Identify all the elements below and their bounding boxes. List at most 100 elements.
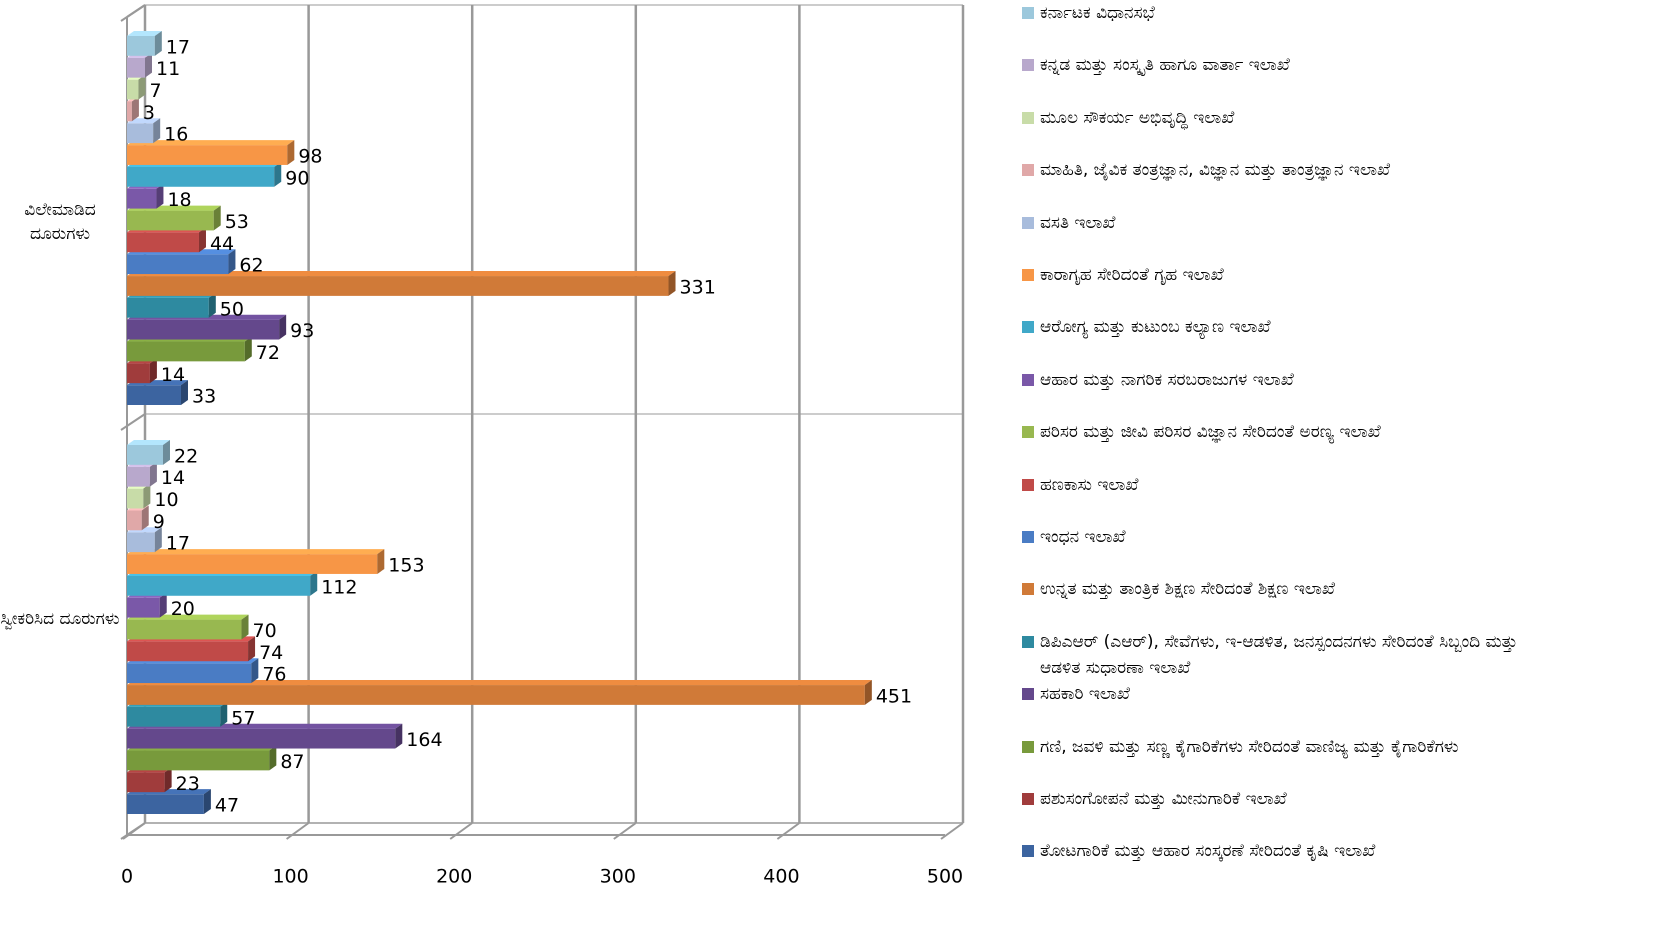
bar-end-face xyxy=(141,505,149,531)
bar-group xyxy=(127,52,152,78)
legend-swatch xyxy=(1022,269,1034,281)
data-label: 47 xyxy=(215,795,239,817)
bar-end-face xyxy=(144,52,152,78)
data-label: 57 xyxy=(231,707,255,729)
legend-label: ಡಿಪಿಎಆರ್ (ಎಆರ್), ಸೇವೆಗಳು, ಇ-ಆಡಳಿತ, ಜನಸ್ಪ… xyxy=(1040,631,1518,678)
bar-group xyxy=(127,658,259,684)
floor-grid-line xyxy=(776,822,800,840)
x-tick-label: 100 xyxy=(272,866,308,888)
bar-end-face xyxy=(668,271,676,296)
bar xyxy=(127,619,242,640)
bar-end-face xyxy=(310,570,318,596)
bar-end-face xyxy=(131,96,139,122)
data-label: 22 xyxy=(174,445,198,467)
bar-group xyxy=(127,118,161,144)
bar-group xyxy=(127,636,256,662)
bar-end-face xyxy=(274,161,282,187)
bar-group xyxy=(127,440,170,465)
bar-end-face xyxy=(244,336,252,362)
bar-group xyxy=(127,723,403,749)
bar-end-face xyxy=(213,205,221,231)
legend-label: ಆರೋಗ್ಯ ಮತ್ತು ಕುಟುಂಬ ಕಲ್ಯಾಣ ಇಲಾಖೆ xyxy=(1040,317,1271,338)
bar-end-face xyxy=(143,483,151,509)
legend-label: ಮೂಲ ಸೌಕರ್ಯ ಅಭಿವೃದ್ಧಿ ಇಲಾಖೆ xyxy=(1040,107,1235,128)
bar-end-face xyxy=(864,680,872,705)
bar xyxy=(127,794,204,814)
legend-swatch xyxy=(1022,216,1034,229)
legend-item: ಕಾರಾಗೃಹ ಸೇರಿದಂತೆ ಗೃಹ ಇಲಾಖೆ xyxy=(1022,262,1562,288)
legend-swatch xyxy=(1022,583,1034,596)
data-label: 93 xyxy=(290,320,314,342)
x-tick-label: 200 xyxy=(436,866,472,888)
bar-group xyxy=(127,549,385,574)
bar-end-face xyxy=(154,31,162,56)
bar xyxy=(127,188,157,209)
bar-top-face xyxy=(127,140,295,146)
bar xyxy=(127,297,209,318)
bar xyxy=(127,166,275,187)
floor-grid-line xyxy=(940,822,964,840)
bar-group xyxy=(127,227,206,253)
legend-label: ಆಹಾರ ಮತ್ತು ನಾಗರಿಕ ಸರಬರಾಜುಗಳ ಇಲಾಖೆ xyxy=(1040,369,1294,390)
bar-end-face xyxy=(180,380,188,405)
legend-item: ಮೂಲ ಸೌಕರ್ಯ ಅಭಿವೃದ್ಧಿ ಇಲಾಖೆ xyxy=(1022,105,1562,131)
bar-group xyxy=(127,292,216,318)
bar-end-face xyxy=(164,767,172,793)
bar-group xyxy=(127,461,157,487)
bar-group xyxy=(127,140,295,165)
bar xyxy=(127,101,132,122)
bar xyxy=(127,728,396,749)
x-tick-label: 300 xyxy=(600,866,636,888)
bar xyxy=(127,554,378,574)
legend-label: ಹಣಕಾಸು ಇಲಾಖೆ xyxy=(1040,474,1139,495)
data-label: 76 xyxy=(262,664,286,686)
data-label: 90 xyxy=(285,167,309,189)
bar xyxy=(127,319,280,340)
legend-swatch xyxy=(1022,635,1034,648)
bar-group xyxy=(127,745,277,771)
data-label: 70 xyxy=(253,620,277,642)
bar xyxy=(127,706,221,727)
data-label: 33 xyxy=(192,386,216,408)
data-label: 9 xyxy=(153,511,165,533)
data-label: 451 xyxy=(876,685,912,707)
data-label: 164 xyxy=(406,729,442,751)
bar-top-face xyxy=(127,549,385,555)
bar xyxy=(127,57,145,78)
legend-swatch xyxy=(1022,478,1034,491)
legend-label: ಇಂಧನ ಇಲಾಖೆ xyxy=(1040,527,1126,547)
legend-label: ವಸತಿ ಇಲಾಖೆ xyxy=(1040,212,1116,233)
x-tick-label: 0 xyxy=(121,866,133,888)
data-label: 50 xyxy=(220,298,244,320)
bar-end-face xyxy=(154,527,162,553)
bar xyxy=(127,254,229,275)
legend-item: ಕರ್ನಾಟಕ ವಿಧಾನಸಭೆ xyxy=(1022,0,1562,26)
bar xyxy=(127,597,160,618)
bar-end-face xyxy=(228,249,236,275)
bar xyxy=(127,36,155,56)
bar xyxy=(127,772,165,793)
bar-group xyxy=(127,249,236,275)
data-label: 17 xyxy=(166,36,190,58)
legend-label: ಕಾರಾಗೃಹ ಸೇರಿದಂತೆ ಗೃಹ ಇಲಾಖೆ xyxy=(1040,265,1224,285)
legend-swatch xyxy=(1022,531,1034,543)
bar-group xyxy=(127,358,157,384)
bar-end-face xyxy=(153,118,161,144)
legend-item: ಆಹಾರ ಮತ್ತು ನಾಗರಿಕ ಸರಬರಾಜುಗಳ ಇಲಾಖೆ xyxy=(1022,367,1562,393)
bar-group xyxy=(127,701,228,727)
bar-group xyxy=(127,161,282,187)
bar-group xyxy=(127,483,151,509)
bar-group xyxy=(127,314,287,340)
bar-end-face xyxy=(241,614,249,640)
bar xyxy=(127,232,199,253)
bar-end-face xyxy=(208,292,216,318)
bar xyxy=(127,79,139,100)
x-tick-label: 500 xyxy=(927,866,963,888)
bar-top-face xyxy=(127,271,676,277)
legend-label: ತೋಟಗಾರಿಕೆ ಮತ್ತು ಆಹಾರ ಸಂಸ್ಕರಣೆ ಸೇರಿದಂತೆ ಕ… xyxy=(1040,841,1376,862)
data-label: 153 xyxy=(388,555,424,577)
legend-item: ಆರೋಗ್ಯ ಮತ್ತು ಕುಟುಂಬ ಕಲ್ಯಾಣ ಇಲಾಖೆ xyxy=(1022,314,1562,340)
data-label: 23 xyxy=(176,773,200,795)
